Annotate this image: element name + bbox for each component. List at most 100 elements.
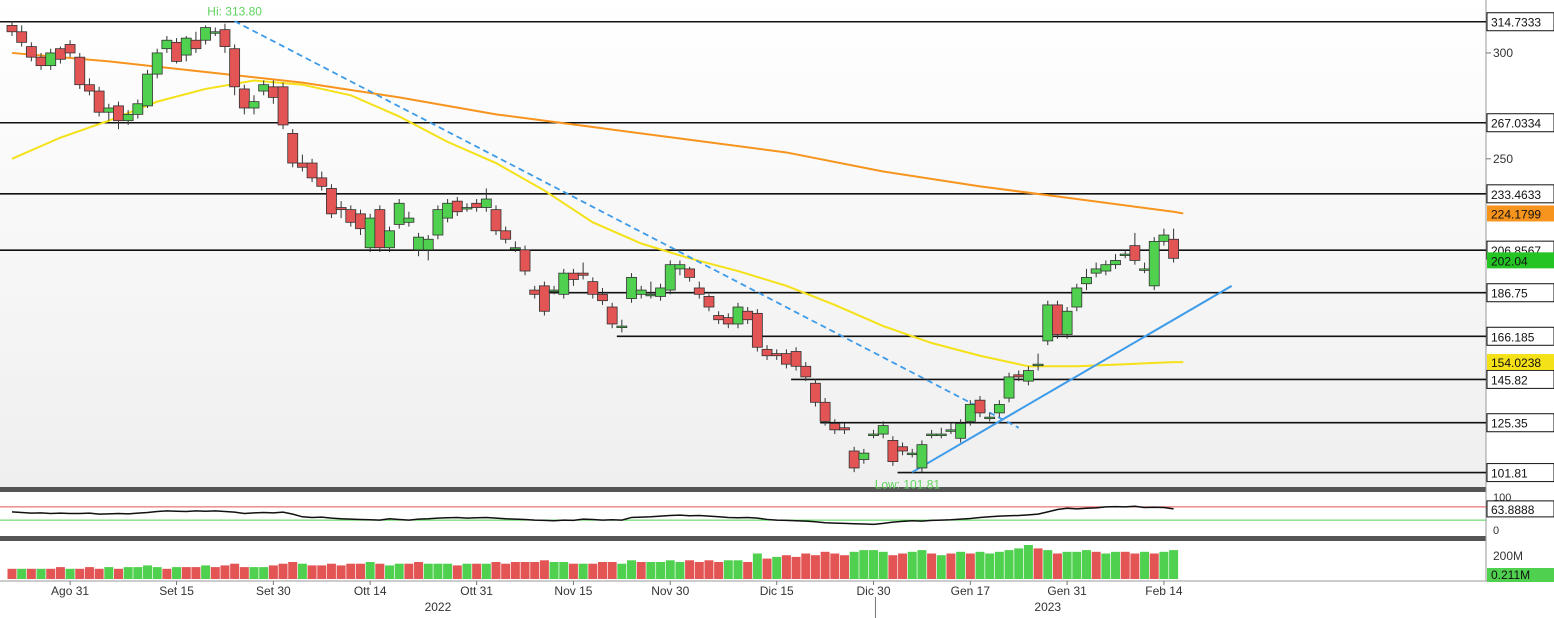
oscillator-line [11,505,1174,526]
price-annotation: Low: 101.81 [875,478,941,492]
candle-body [180,37,192,56]
candle-body [296,162,308,168]
ma-label-box [1487,252,1554,269]
candle-body [113,105,124,122]
price-tick-label: 300 [1493,46,1513,60]
candle-body [432,209,444,236]
volume-bar [694,562,704,579]
candle-body [1119,253,1131,256]
candle-body [906,452,918,456]
volume-bar [1023,545,1033,579]
candle-body [442,202,454,219]
candle-body [93,90,105,113]
candle-body [64,44,76,54]
level-label-box [1486,413,1554,433]
candle-body [597,293,608,302]
volume-bar [94,568,104,579]
candle-body [519,249,531,272]
volume-axis-label: 200M [1493,549,1523,563]
candles-layer [6,21,1179,473]
volume-bar [1004,550,1014,579]
candle-body [713,315,725,321]
volume-bar [326,563,336,579]
volume-bar [36,568,46,579]
candle-body [16,31,28,43]
level-label: 101.81 [1491,467,1528,481]
candle-body [25,46,37,58]
candle-body [858,452,870,460]
candle-body [616,325,628,328]
volume-bar [762,558,772,579]
candle-body [664,264,676,291]
candle-body [1081,276,1092,285]
candle-body [945,429,957,432]
volume-bar [1140,551,1150,579]
volume-bar [1101,553,1111,579]
volume-bar [704,560,714,579]
level-label-box [1486,184,1554,204]
candle-body [326,188,337,215]
candle-body [161,39,173,50]
volume-bar [375,563,385,579]
volume-bar [859,550,869,579]
volume-bar [501,563,511,579]
candle-body [316,177,328,187]
time-tick-label: Dic 30 [857,584,891,598]
volume-bar [588,563,598,579]
volume-bar [1014,548,1024,579]
volume-bar [985,553,995,579]
candle-body [848,450,860,469]
panel-divider-1 [0,487,1486,492]
candle-body [509,247,521,250]
volume-bar [1043,550,1053,579]
volume-bar [675,562,685,579]
candle-body [374,209,386,249]
volume-bar [481,563,491,579]
candle-body [722,317,734,325]
volume-bar [1091,551,1101,579]
candle-body [781,353,792,365]
candle-body [674,264,686,270]
candle-body [877,425,889,435]
time-tick-label: Ago 31 [51,584,89,598]
volume-bar [559,562,569,579]
candle-body [403,217,415,223]
volume-bar [1111,551,1121,579]
volume-bar [1159,551,1169,579]
volume-bar [549,562,559,579]
year-label: 2023 [1034,600,1061,614]
candle-body [1071,287,1083,308]
volume-bar [627,560,637,579]
candle-body [364,217,376,249]
candle-body [1003,376,1015,399]
volume-bar [723,560,733,579]
volume-last-label: 0.211M [1491,568,1530,582]
candle-body [742,310,754,321]
candle-body [916,444,928,469]
volume-bar [433,563,443,579]
candle-body [277,86,289,126]
time-tick-label: Ott 14 [354,584,387,598]
time-tick-label: Nov 30 [651,584,689,598]
time-tick-label: Feb 14 [1145,584,1183,598]
candle-body [229,48,241,88]
volume-bar [878,551,888,579]
volume-bar [113,568,123,579]
volume-bar [956,551,966,579]
volume-bar [317,565,327,579]
volume-bar [820,551,830,579]
level-label-box [1486,113,1554,133]
candle-body [1168,238,1179,259]
volume-bar [510,562,520,579]
level-label-box [1486,283,1554,303]
ma-label: 154.0238 [1491,356,1541,370]
volume-bar [656,562,666,579]
level-label: 145.82 [1491,373,1528,387]
candle-body [558,272,570,295]
volume-bar [1072,551,1082,579]
volume-bar [772,556,782,579]
volume-bar [394,563,404,579]
volume-bar [578,563,588,579]
candle-body [258,84,270,92]
candle-body [345,209,357,223]
